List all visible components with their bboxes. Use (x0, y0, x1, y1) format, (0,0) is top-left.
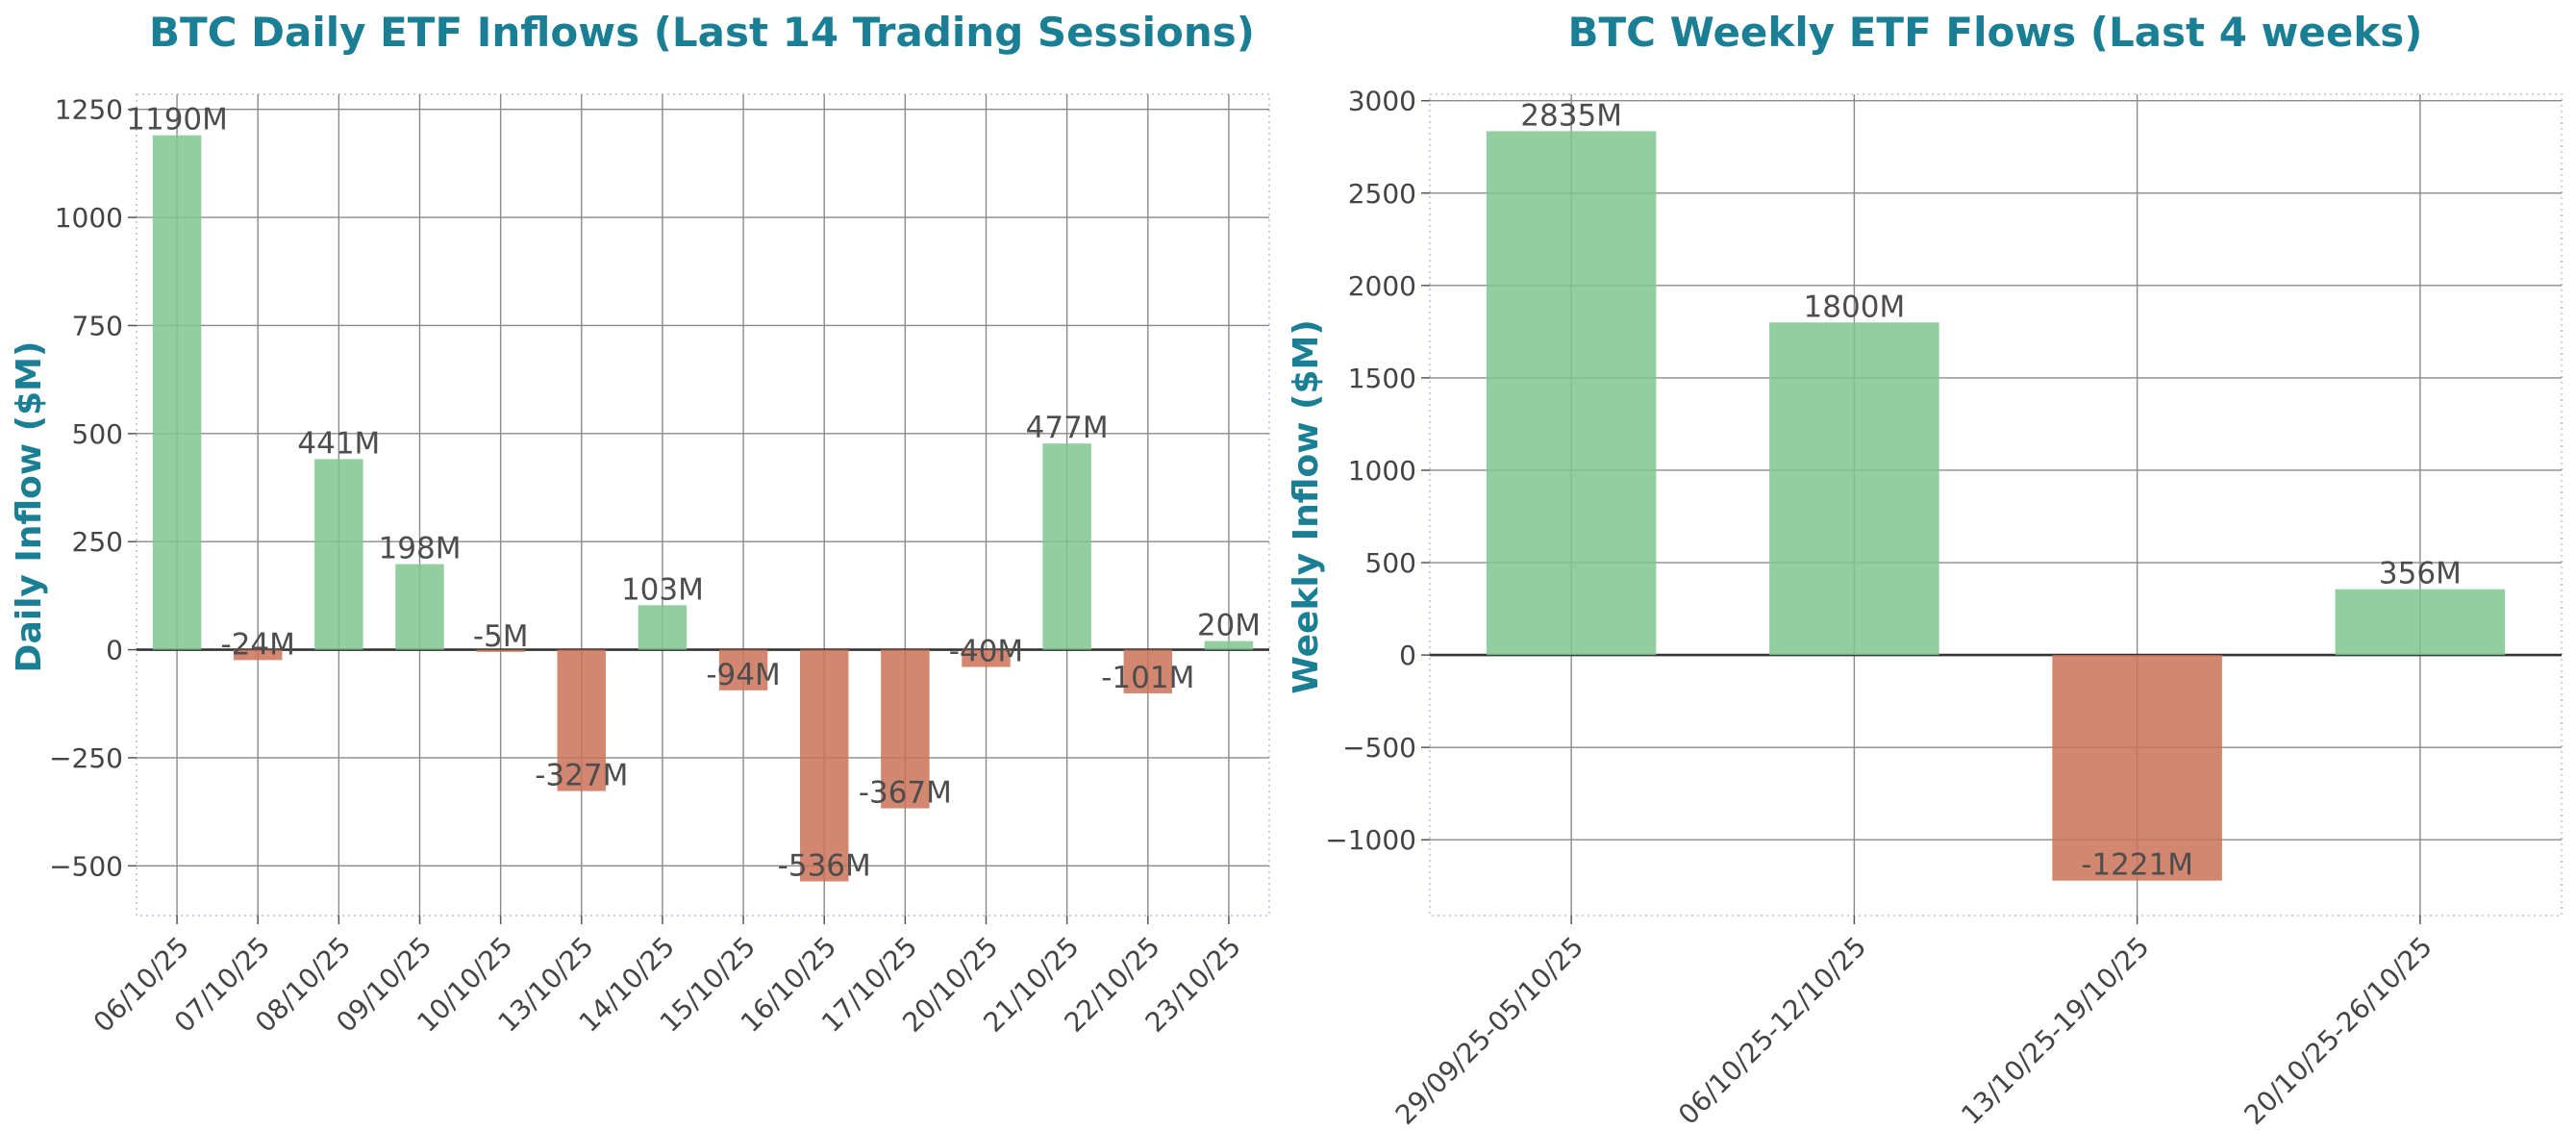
daily-data-label: -536M (778, 848, 871, 883)
daily-data-label: 20M (1197, 609, 1261, 643)
weekly-y-tick-label: 2000 (1348, 270, 1416, 302)
daily-data-label: -5M (473, 619, 529, 654)
daily-data-label: -367M (859, 776, 952, 811)
weekly-data-label: 356M (2379, 557, 2462, 591)
weekly-y-tick-label: 500 (1365, 547, 1416, 579)
weekly-y-tick-label: 0 (1399, 640, 1416, 671)
daily-grid (136, 93, 1270, 917)
daily-y-tick-label: 0 (106, 635, 123, 666)
daily-bar (1042, 443, 1091, 650)
daily-data-label: -327M (535, 759, 628, 793)
weekly-y-tick-label: 1000 (1348, 455, 1416, 487)
daily-bar (718, 649, 768, 691)
weekly-y-tick-label: 3000 (1348, 86, 1416, 117)
daily-data-label: -24M (221, 627, 295, 662)
daily-bar (638, 605, 688, 650)
daily-bar (799, 649, 849, 882)
daily-inflow-chart: BTC Daily ETF Inflows (Last 14 Trading S… (10, 9, 1270, 1039)
weekly-x-tick-label: 06/10/25-12/10/25 (1672, 931, 1872, 1130)
weekly-bar (1769, 322, 1939, 656)
daily-bar (395, 564, 444, 650)
weekly-x-tick-label: 29/09/25-05/10/25 (1389, 931, 1589, 1130)
daily-bar (152, 135, 202, 650)
daily-data-label: 103M (621, 572, 704, 607)
weekly-flow-chart: BTC Weekly ETF Flows (Last 4 weeks) Week… (1287, 9, 2563, 1130)
daily-y-tick-label: −250 (49, 742, 123, 774)
daily-y-tick-label: 1000 (55, 202, 123, 234)
daily-bar (962, 649, 1011, 667)
weekly-data-label: 1800M (1804, 289, 1906, 324)
daily-data-label: -94M (706, 658, 780, 692)
weekly-bar (2052, 655, 2222, 881)
weekly-data-label: 2835M (1520, 98, 1622, 133)
weekly-y-ticks: −1000 −500 0 500 1000 1500 2000 2500 3000 (1325, 86, 1430, 856)
daily-data-label: -40M (949, 635, 1023, 669)
daily-bar (1204, 640, 1254, 650)
daily-data-labels: 1190M -24M 441M 198M -5M -327M 103M -94M -536M -3… (126, 103, 1261, 884)
daily-y-tick-label: 500 (72, 418, 123, 450)
weekly-x-tick-label: 20/10/25-26/10/25 (2238, 931, 2438, 1130)
daily-y-tick-label: 250 (72, 526, 123, 558)
daily-chart-title: BTC Daily ETF Inflows (Last 14 Trading S… (149, 9, 1255, 56)
weekly-bar (2335, 589, 2506, 656)
daily-bar (881, 649, 930, 809)
daily-data-label: 1190M (126, 103, 228, 138)
daily-x-ticks: 06/10/2507/10/2508/10/2509/10/2510/10/25… (88, 916, 1247, 1039)
weekly-y-tick-label: −1000 (1325, 824, 1416, 856)
weekly-y-tick-label: −500 (1342, 732, 1416, 764)
daily-bar (233, 649, 283, 661)
daily-y-tick-label: 750 (72, 310, 123, 341)
daily-y-axis-label: Daily Inflow ($M) (10, 341, 49, 673)
daily-data-label: -101M (1101, 661, 1194, 695)
daily-bar (314, 459, 363, 650)
weekly-y-tick-label: 2500 (1348, 178, 1416, 210)
weekly-chart-title: BTC Weekly ETF Flows (Last 4 weeks) (1568, 9, 2423, 56)
daily-data-label: 477M (1026, 411, 1109, 445)
daily-y-tick-label: −500 (49, 850, 123, 882)
daily-data-label: 441M (297, 426, 380, 461)
weekly-data-labels: 2835M 1800M -1221M 356M (1520, 98, 2462, 882)
weekly-bars (1486, 131, 2506, 881)
daily-y-ticks: −500 −250 0 250 500 750 1000 1250 (49, 94, 137, 882)
daily-y-tick-label: 1250 (55, 94, 123, 126)
weekly-y-axis-label: Weekly Inflow ($M) (1287, 319, 1326, 694)
daily-bar (557, 649, 607, 791)
daily-bar (1123, 649, 1173, 693)
daily-bars (152, 135, 1254, 882)
weekly-x-tick-label: 13/10/25-19/10/25 (1955, 931, 2155, 1130)
weekly-bar (1486, 131, 1657, 656)
weekly-plot-frame (1429, 93, 2563, 917)
weekly-x-ticks: 29/09/25-05/10/25 06/10/25-12/10/25 13/10/… (1389, 916, 2438, 1130)
weekly-y-tick-label: 1500 (1348, 363, 1416, 394)
weekly-data-label: -1221M (2081, 848, 2193, 883)
daily-plot-frame (136, 93, 1270, 917)
daily-data-label: 198M (379, 532, 462, 566)
daily-bar (476, 649, 525, 652)
